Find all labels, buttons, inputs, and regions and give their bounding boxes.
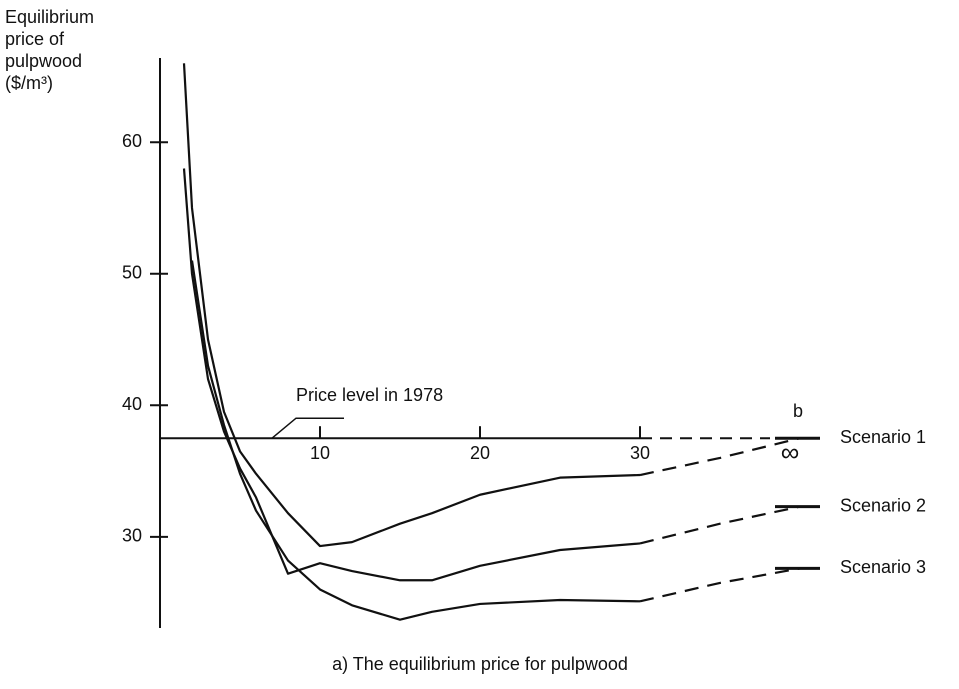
y-tick-label: 30 <box>122 526 142 546</box>
caption: a) The equilibrium price for pulpwood <box>332 654 628 674</box>
series-label: Scenario 3 <box>840 557 926 577</box>
series-line <box>182 63 641 548</box>
series-line-dashed <box>639 505 801 545</box>
y-axis-label: Equilibrium <box>5 7 94 27</box>
x-tick-label: ∞ <box>781 437 800 467</box>
series-label: Scenario 1 <box>840 427 926 447</box>
x-tick-label: 10 <box>310 443 330 463</box>
reference-label: Price level in 1978 <box>296 385 443 405</box>
y-tick-label: 40 <box>122 394 142 414</box>
y-axis-label: price of <box>5 29 65 49</box>
series-label: Scenario 2 <box>840 495 926 515</box>
series-line-dashed <box>639 567 801 603</box>
series-line <box>182 168 641 582</box>
series-line <box>190 260 641 621</box>
y-axis-label: ($/m³) <box>5 73 53 93</box>
y-tick-label: 50 <box>122 262 142 282</box>
x-tick-label: 20 <box>470 443 490 463</box>
y-axis-label: pulpwood <box>5 51 82 71</box>
x-tick-label: 30 <box>630 443 650 463</box>
y-tick-label: 60 <box>122 131 142 151</box>
series-line-dashed <box>639 437 801 477</box>
annotation: b <box>793 401 803 421</box>
reference-leader <box>271 417 344 439</box>
